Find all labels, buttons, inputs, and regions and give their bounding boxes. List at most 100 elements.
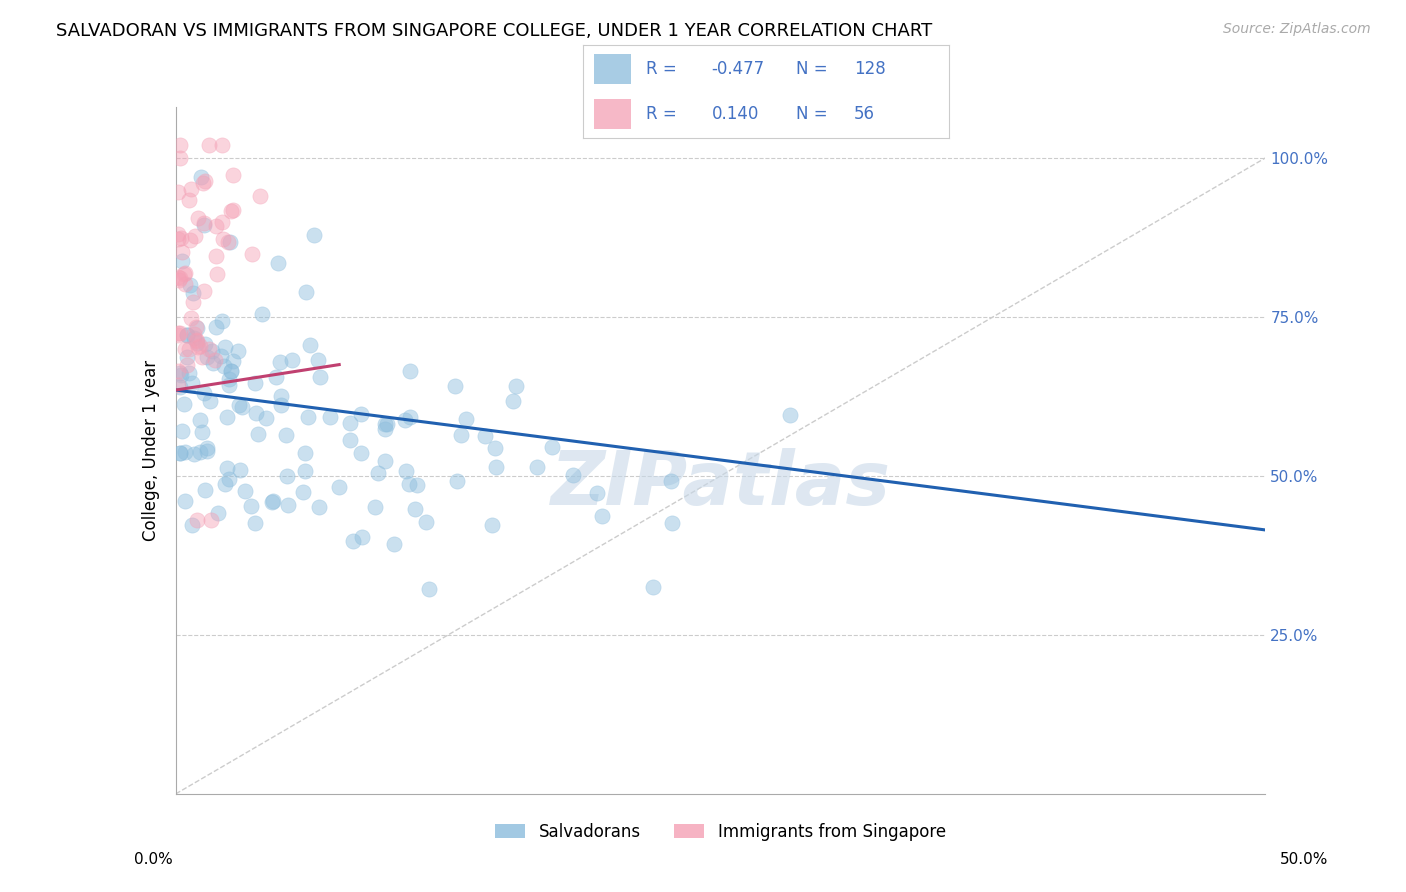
- Point: [269, 355, 291, 369]
- Text: -0.477: -0.477: [711, 60, 765, 78]
- Point: [201, 356, 224, 370]
- Point: [502, 393, 524, 408]
- Point: [177, 193, 200, 207]
- Text: 0.0%: 0.0%: [134, 852, 173, 867]
- Point: [374, 454, 396, 468]
- Point: [169, 380, 191, 394]
- Point: [167, 273, 190, 287]
- Point: [186, 513, 208, 527]
- Point: [198, 343, 221, 357]
- Point: [235, 484, 257, 499]
- Point: [450, 428, 472, 442]
- Point: [167, 186, 190, 200]
- Point: [231, 400, 253, 414]
- Legend: Salvadorans, Immigrants from Singapore: Salvadorans, Immigrants from Singapore: [489, 816, 952, 847]
- Point: [481, 518, 503, 533]
- Text: SALVADORAN VS IMMIGRANTS FROM SINGAPORE COLLEGE, UNDER 1 YEAR CORRELATION CHART: SALVADORAN VS IMMIGRANTS FROM SINGAPORE …: [56, 22, 932, 40]
- Point: [418, 582, 440, 597]
- Point: [218, 372, 240, 386]
- Point: [167, 326, 190, 340]
- Point: [404, 501, 426, 516]
- Point: [176, 328, 198, 343]
- Point: [205, 219, 228, 234]
- Point: [170, 368, 193, 383]
- Point: [373, 422, 395, 436]
- Point: [172, 254, 194, 268]
- Point: [211, 138, 233, 153]
- Point: [297, 410, 319, 425]
- Point: [188, 413, 211, 427]
- Point: [167, 328, 190, 343]
- Point: [183, 331, 205, 345]
- Point: [307, 352, 329, 367]
- Point: [211, 314, 233, 328]
- Point: [198, 393, 221, 408]
- Point: [342, 534, 364, 549]
- Point: [562, 467, 585, 482]
- Text: Source: ZipAtlas.com: Source: ZipAtlas.com: [1223, 22, 1371, 37]
- Point: [308, 500, 330, 514]
- Point: [243, 516, 266, 530]
- Point: [176, 350, 198, 364]
- Point: [270, 398, 292, 412]
- Point: [193, 176, 215, 190]
- Point: [211, 215, 233, 229]
- Point: [183, 447, 205, 461]
- Point: [201, 344, 224, 359]
- Point: [250, 307, 273, 321]
- Bar: [595, 99, 631, 129]
- Point: [339, 433, 361, 447]
- Point: [219, 235, 242, 249]
- Text: 0.140: 0.140: [711, 105, 759, 123]
- Point: [398, 364, 420, 378]
- Point: [262, 495, 284, 509]
- Point: [239, 499, 262, 513]
- Point: [169, 326, 191, 341]
- Point: [328, 480, 350, 494]
- Point: [222, 168, 245, 182]
- Point: [249, 188, 271, 202]
- Point: [188, 445, 211, 459]
- Text: 128: 128: [853, 60, 886, 78]
- Point: [779, 408, 801, 422]
- Point: [194, 337, 217, 351]
- Point: [177, 342, 200, 356]
- Point: [217, 409, 239, 424]
- Point: [395, 464, 418, 478]
- Point: [212, 232, 235, 246]
- Point: [229, 463, 252, 477]
- Point: [214, 340, 236, 354]
- Point: [262, 494, 284, 508]
- Point: [217, 460, 239, 475]
- Point: [294, 445, 316, 459]
- Point: [643, 580, 665, 594]
- Point: [246, 426, 269, 441]
- Point: [186, 319, 208, 334]
- Point: [294, 464, 316, 478]
- Point: [540, 440, 562, 454]
- Point: [167, 364, 190, 378]
- Point: [222, 202, 245, 217]
- Point: [176, 328, 198, 343]
- Point: [456, 412, 478, 426]
- Point: [339, 416, 361, 430]
- Point: [221, 364, 243, 378]
- Text: R =: R =: [645, 60, 676, 78]
- Point: [174, 494, 197, 508]
- Point: [295, 285, 318, 299]
- Point: [167, 377, 190, 392]
- Point: [181, 517, 204, 532]
- Point: [406, 478, 429, 492]
- Point: [191, 425, 214, 439]
- Point: [188, 339, 211, 353]
- Point: [186, 335, 208, 350]
- Point: [205, 319, 228, 334]
- Point: [167, 227, 190, 242]
- Point: [193, 284, 215, 298]
- Point: [398, 410, 420, 425]
- Point: [398, 477, 420, 491]
- Point: [266, 369, 288, 384]
- Point: [194, 174, 217, 188]
- Point: [174, 342, 197, 356]
- Point: [176, 358, 198, 372]
